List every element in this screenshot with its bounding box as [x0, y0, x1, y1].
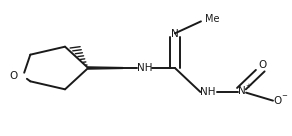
Text: N: N [171, 29, 179, 39]
Text: NH: NH [200, 87, 216, 97]
Polygon shape [88, 67, 123, 69]
Text: Me: Me [205, 14, 219, 24]
Text: O: O [10, 71, 18, 81]
Text: O: O [274, 96, 282, 106]
Text: +: + [245, 83, 251, 89]
Text: O: O [258, 60, 267, 70]
Text: N: N [238, 86, 245, 96]
Text: −: − [281, 93, 288, 99]
Text: NH: NH [137, 63, 152, 73]
